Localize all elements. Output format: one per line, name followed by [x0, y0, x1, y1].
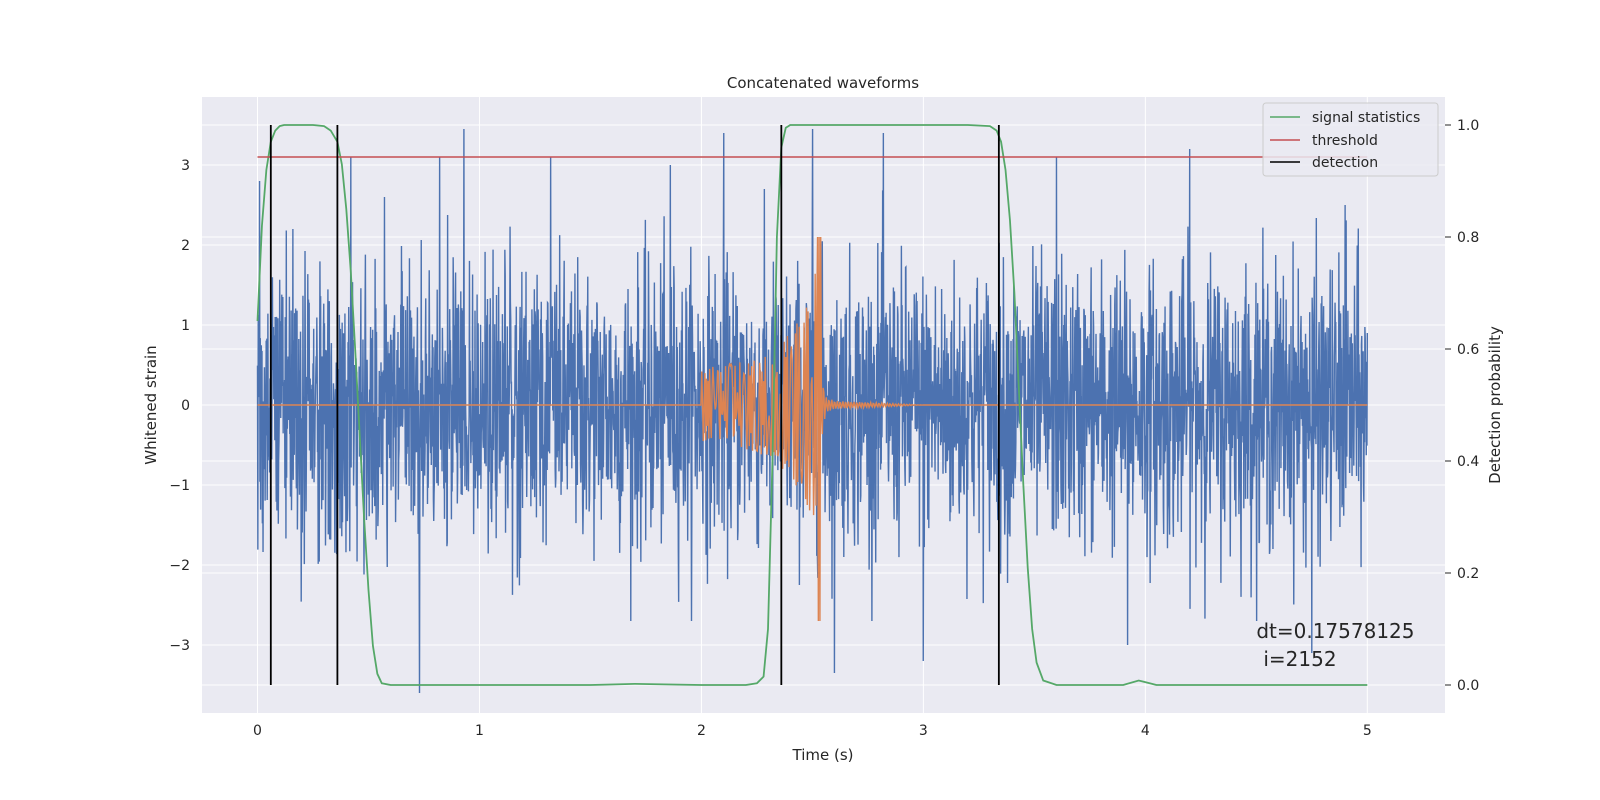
legend: signal statistics threshold detection	[1262, 102, 1439, 177]
y-right-tick-label-0: 0.0	[1457, 678, 1479, 694]
y-tick-label-1: −2	[169, 558, 190, 574]
noise-series	[256, 128, 1369, 694]
x-tick-label-0: 0	[253, 723, 262, 739]
y-tick-label-2: −1	[169, 478, 190, 494]
y-tick-label-6: 3	[181, 158, 190, 174]
y-tick-label-0: −3	[169, 638, 190, 654]
x-tick-label-1: 1	[475, 723, 484, 739]
y-axis-label: Whitened strain	[142, 345, 160, 464]
y-right-tick-label-4: 0.8	[1457, 230, 1479, 246]
y-right-tick-label-2: 0.4	[1457, 454, 1479, 470]
tick-labels: 0 1 2 3 4 5 −3 −2 −1 0 1 2 3 0.0 0.2 0.4 0.6 0.8 1.0	[169, 118, 1479, 739]
chart-title: Concatenated waveforms	[727, 74, 919, 92]
x-axis-label: Time (s)	[792, 746, 854, 764]
chirp-series	[257, 236, 1368, 622]
y-tick-label-3: 0	[181, 398, 190, 414]
chirp-line	[257, 236, 1368, 622]
legend-label-detection: detection	[1312, 155, 1378, 171]
y-right-tick-label-5: 1.0	[1457, 118, 1479, 134]
y-tick-label-4: 1	[181, 318, 190, 334]
x-tick-label-5: 5	[1363, 723, 1372, 739]
overlay-series	[256, 124, 1368, 686]
x-tick-label-3: 3	[919, 723, 928, 739]
annotation-i: i=2152	[1263, 647, 1336, 671]
x-tick-label-4: 4	[1141, 723, 1150, 739]
y-axis-right-label: Detection probability	[1486, 326, 1504, 484]
y-right-tick-label-1: 0.2	[1457, 566, 1479, 582]
noise-line	[256, 128, 1369, 694]
y-tick-label-5: 2	[181, 238, 190, 254]
legend-label-threshold: threshold	[1312, 133, 1378, 149]
legend-label-signal-statistics: signal statistics	[1312, 110, 1420, 126]
signal-statistics-line	[256, 124, 1368, 686]
legend-box	[1262, 102, 1439, 177]
annotation-dt: dt=0.17578125	[1256, 619, 1414, 643]
x-tick-label-2: 2	[697, 723, 706, 739]
y-right-tick-label-3: 0.6	[1457, 342, 1479, 358]
